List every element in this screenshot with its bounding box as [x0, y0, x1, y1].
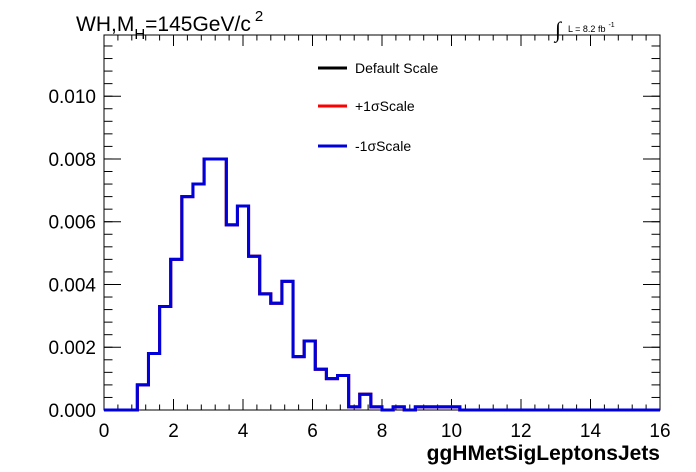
- y-tick-label: 0.010: [48, 87, 96, 108]
- x-tick-label: 4: [238, 421, 249, 442]
- x-tick-label: 8: [377, 421, 388, 442]
- x-tick-label: 10: [441, 421, 462, 442]
- title-rest: =145GeV/c: [145, 13, 251, 36]
- title-main: WH,M: [76, 13, 134, 36]
- lumi-superscript: -1: [608, 22, 614, 29]
- legend-label-0: Default Scale: [355, 60, 438, 76]
- plot-frame: [103, 34, 661, 411]
- legend-label-1: +1σScale: [355, 98, 415, 114]
- lumi-text: L = 8.2 fb: [568, 24, 605, 34]
- y-tick-label: 0.004: [48, 275, 96, 296]
- legend-label-2: -1σScale: [355, 138, 411, 154]
- x-tick-label: 14: [580, 421, 602, 442]
- y-tick-label: 0.006: [48, 213, 96, 234]
- y-tick-label: 0.000: [48, 401, 96, 422]
- legend: Default Scale +1σScale -1σScale: [318, 60, 438, 154]
- x-tick-label: 0: [99, 421, 110, 442]
- lumi-integral: ∫: [553, 17, 563, 43]
- axes: 0 2 4 6 8 10 12 14 16 0.000 0.002 0.004 0.006 0.008 0.…: [48, 35, 671, 442]
- x-tick-label: 16: [649, 421, 670, 442]
- y-tick-label: 0.002: [48, 338, 96, 359]
- y-tick-label: 0.008: [48, 150, 96, 171]
- lumi-label: L = 8.2 fb -1: [568, 22, 615, 34]
- x-tick-label: 6: [307, 421, 318, 442]
- x-tick-label: 12: [510, 421, 531, 442]
- histogram-series: [104, 157, 660, 412]
- x-axis-label: ggHMetSigLeptonsJets: [427, 442, 660, 465]
- title-superscript: 2: [255, 8, 263, 25]
- x-tick-label: 2: [168, 421, 179, 442]
- series-line-2: [104, 157, 660, 412]
